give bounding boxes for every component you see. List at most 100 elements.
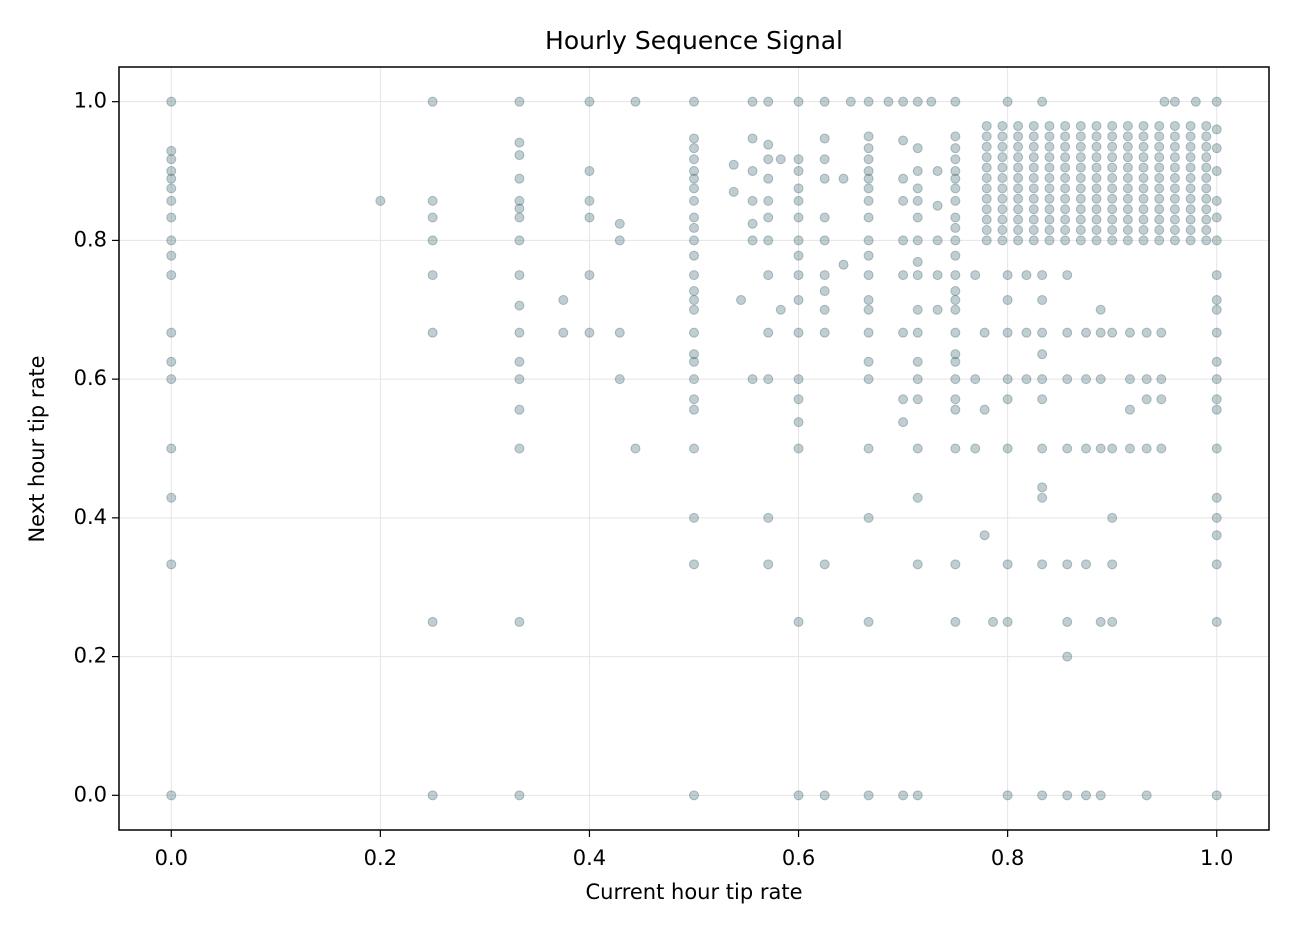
point	[1185, 225, 1196, 236]
x-tick-label: 0.0	[155, 846, 188, 870]
point	[1081, 790, 1092, 801]
point	[747, 235, 758, 246]
point	[1154, 225, 1165, 236]
point	[689, 394, 699, 405]
point	[898, 173, 909, 184]
point	[689, 222, 699, 233]
point	[981, 193, 992, 204]
point	[912, 304, 923, 315]
point	[912, 492, 923, 503]
point	[912, 166, 923, 177]
point	[1107, 559, 1118, 570]
point	[950, 235, 961, 246]
point	[1211, 166, 1222, 177]
point	[427, 96, 438, 107]
point	[689, 183, 699, 194]
point	[1138, 204, 1149, 215]
point	[514, 443, 525, 454]
point	[1062, 443, 1073, 454]
point	[1095, 304, 1106, 315]
point	[981, 131, 992, 142]
point	[763, 139, 774, 150]
point	[763, 512, 774, 523]
point	[1028, 131, 1039, 142]
point	[950, 250, 961, 261]
point	[898, 235, 909, 246]
point	[1122, 193, 1133, 204]
point	[912, 96, 923, 107]
point	[1062, 790, 1073, 801]
point	[747, 374, 758, 385]
point	[1075, 183, 1086, 194]
point	[1091, 172, 1102, 183]
point	[1037, 482, 1048, 493]
point	[1081, 559, 1092, 570]
point	[427, 270, 438, 281]
point	[950, 173, 961, 184]
point	[1107, 152, 1118, 163]
point	[747, 166, 758, 177]
point	[1138, 193, 1149, 204]
point	[747, 133, 758, 144]
point	[689, 212, 699, 223]
point	[1185, 183, 1196, 194]
point	[1021, 270, 1032, 281]
point	[793, 96, 804, 107]
point	[1122, 131, 1133, 142]
point	[950, 212, 961, 223]
point	[793, 443, 804, 454]
point	[1021, 374, 1032, 385]
point	[614, 218, 625, 229]
point	[1190, 96, 1201, 107]
point	[981, 235, 992, 246]
point	[793, 166, 804, 177]
point	[689, 270, 699, 281]
point	[979, 404, 990, 415]
point	[1013, 204, 1024, 215]
point	[1091, 204, 1102, 215]
point	[1095, 374, 1106, 385]
point	[1075, 141, 1086, 152]
point	[763, 327, 774, 338]
point	[514, 790, 525, 801]
point	[1154, 204, 1165, 215]
point	[1185, 131, 1196, 142]
point	[863, 173, 874, 184]
point	[1201, 214, 1212, 225]
point	[1201, 193, 1212, 204]
point	[584, 166, 595, 177]
point	[932, 235, 943, 246]
point	[981, 183, 992, 194]
point	[614, 327, 625, 338]
point	[863, 443, 874, 454]
x-tick-label: 0.6	[782, 846, 815, 870]
point	[793, 327, 804, 338]
point	[728, 186, 739, 197]
point	[1154, 131, 1165, 142]
point	[763, 374, 774, 385]
point	[1037, 394, 1048, 405]
point	[1211, 492, 1222, 503]
point	[793, 394, 804, 405]
point	[912, 559, 923, 570]
point	[950, 616, 961, 627]
point	[981, 152, 992, 163]
point	[1122, 183, 1133, 194]
point	[584, 195, 595, 206]
point	[1154, 172, 1165, 183]
point	[1141, 394, 1152, 405]
point	[1211, 530, 1222, 541]
point	[1201, 162, 1212, 173]
point	[1156, 374, 1167, 385]
point	[427, 616, 438, 627]
point	[1185, 162, 1196, 173]
point	[981, 214, 992, 225]
point	[1060, 183, 1071, 194]
point	[689, 327, 699, 338]
point	[514, 235, 525, 246]
point	[898, 270, 909, 281]
point	[1107, 512, 1118, 523]
point	[1211, 295, 1222, 306]
point	[689, 154, 699, 165]
